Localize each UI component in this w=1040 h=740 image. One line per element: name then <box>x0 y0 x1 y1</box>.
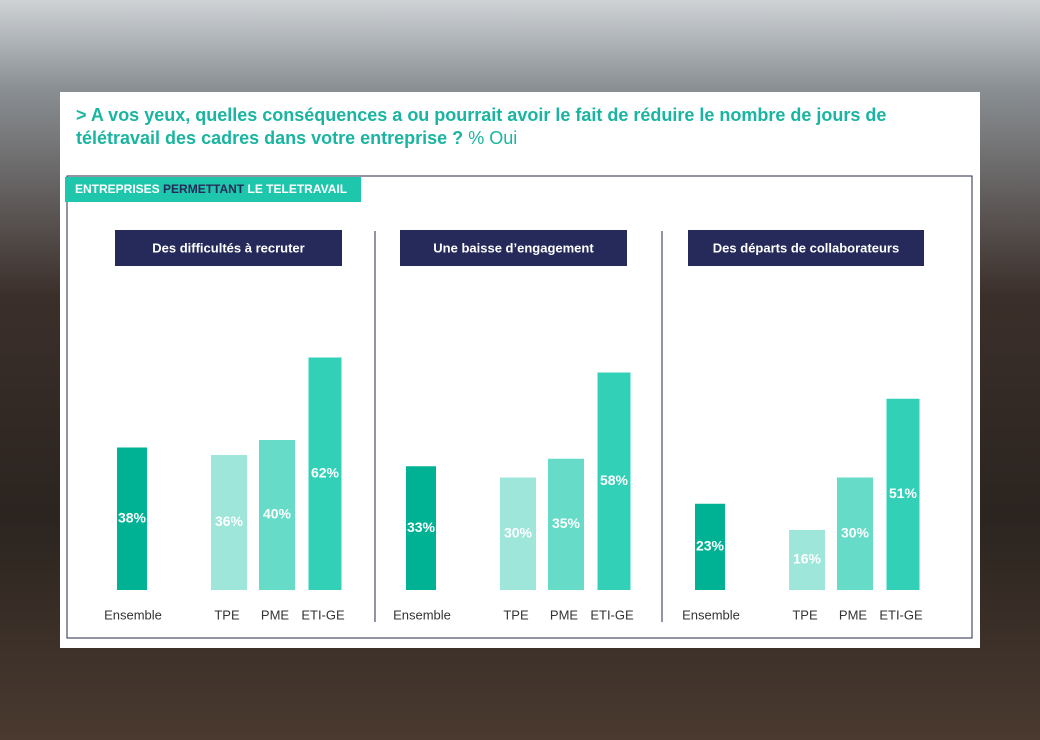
bar <box>308 357 342 590</box>
bar <box>500 477 536 590</box>
x-tick-label: TPE <box>792 607 818 622</box>
bar <box>789 530 825 590</box>
bar <box>117 447 147 590</box>
bar <box>597 372 631 590</box>
value-label: 30% <box>504 524 533 540</box>
x-tick-label: Ensemble <box>104 607 162 622</box>
x-tick-label: ETI-GE <box>590 607 634 622</box>
banner-part: ENTREPRISES <box>75 182 160 196</box>
x-tick-label: PME <box>550 607 579 622</box>
value-label: 23% <box>696 538 725 554</box>
value-label: 30% <box>841 524 870 540</box>
bar <box>548 458 584 590</box>
banner <box>65 177 361 202</box>
bar <box>211 455 247 590</box>
x-tick-label: PME <box>261 607 290 622</box>
bar <box>406 466 436 590</box>
value-label: 40% <box>263 506 292 522</box>
bar <box>837 477 873 590</box>
x-tick-label: ETI-GE <box>301 607 345 622</box>
panel-title-box <box>400 230 627 266</box>
question: > A vos yeux, quelles conséquences a ou … <box>76 104 966 150</box>
panel-title-box <box>115 230 342 266</box>
x-tick-label: ETI-GE <box>879 607 923 622</box>
frame <box>66 175 973 639</box>
banner-text: ENTREPRISES PERMETTANT LE TELETRAVAIL <box>75 182 347 196</box>
banner-part: PERMETTANT <box>163 182 245 196</box>
bar <box>886 398 920 590</box>
x-tick-label: TPE <box>503 607 529 622</box>
panel-title: Une baisse d’engagement <box>433 240 594 255</box>
value-label: 62% <box>311 464 340 480</box>
question-text: > A vos yeux, quelles conséquences a ou … <box>76 105 887 148</box>
value-label: 58% <box>600 472 629 488</box>
value-label: 33% <box>407 519 436 535</box>
panel-title-box <box>688 230 924 266</box>
value-label: 35% <box>552 515 581 531</box>
x-tick-label: Ensemble <box>393 607 451 622</box>
value-label: 38% <box>118 509 147 525</box>
panel-title: Des difficultés à recruter <box>152 240 304 255</box>
x-tick-label: PME <box>839 607 868 622</box>
x-tick-label: Ensemble <box>682 607 740 622</box>
bar <box>695 503 725 590</box>
value-label: 51% <box>889 485 918 501</box>
value-label: 16% <box>793 551 822 567</box>
bar <box>259 440 295 590</box>
banner-part: LE TELETRAVAIL <box>247 182 347 196</box>
x-tick-label: TPE <box>214 607 240 622</box>
value-label: 36% <box>215 513 244 529</box>
panel-title: Des départs de collaborateurs <box>713 240 899 255</box>
question-suffix: % Oui <box>468 128 518 148</box>
